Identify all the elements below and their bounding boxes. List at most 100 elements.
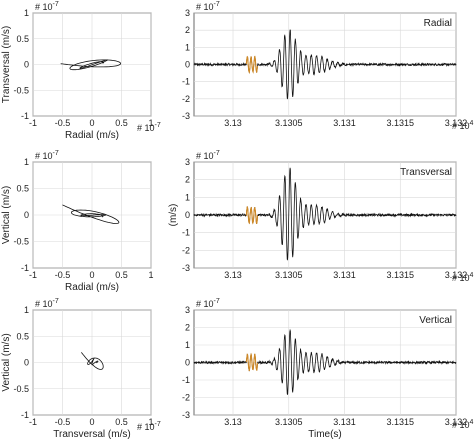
y-tick-label: -1 <box>182 228 190 238</box>
x-tick-label: 3.131 <box>333 417 356 427</box>
y-tick-label: 3 <box>185 157 190 167</box>
y-tick-label: 0 <box>185 210 190 220</box>
x-exponent-label: # 10-7 <box>137 421 161 432</box>
y-tick-label: -2 <box>182 94 190 104</box>
y-tick-label: -3 <box>182 410 190 420</box>
y-tick-label: 2 <box>185 25 190 35</box>
panel-6: 3.13 3.1305 3.131 3.1315 3.132 -3 -2 -1 0 1 2 3 Time… <box>182 305 467 440</box>
y-tick-label: 1 <box>24 305 29 315</box>
x-exponent-label: # 104 <box>452 419 474 430</box>
x-tick-label: 3.1305 <box>275 270 303 280</box>
y-tick-label: 0.5 <box>16 34 29 44</box>
x-tick-label: 3.132 <box>445 270 468 280</box>
y-axis-label: Transversal (m/s) <box>1 26 12 103</box>
x-tick-label: 3.13 <box>224 417 242 427</box>
y-tick-label: 2 <box>185 323 190 333</box>
y-tick-label: -1 <box>21 410 29 420</box>
y-tick-label: -0.5 <box>13 85 29 95</box>
x-tick-label: -1 <box>29 417 37 427</box>
waveform-trace <box>193 29 457 100</box>
particle-motion-trace <box>81 352 104 370</box>
panel-label: Radial <box>424 18 452 29</box>
y-tick-label: 0 <box>24 210 29 220</box>
x-tick-label: 3.131 <box>333 118 356 128</box>
y-tick-label: -2 <box>182 393 190 403</box>
x-axis-label: Radial (m/s) <box>65 130 119 141</box>
x-axis-label: Radial (m/s) <box>65 282 119 293</box>
y-tick-label: 0 <box>24 60 29 70</box>
x-exponent-label: # 104 <box>452 120 474 131</box>
y-tick-label: 1 <box>24 8 29 18</box>
y-tick-label: -3 <box>182 111 190 121</box>
x-axis-label: Time(s) <box>308 429 342 440</box>
y-tick-label: 1 <box>24 157 29 167</box>
x-tick-label: -1 <box>29 270 37 280</box>
y-axis-label: Vertical (m/s) <box>1 333 12 391</box>
x-exponent-label: # 104 <box>452 272 474 283</box>
y-tick-label: -2 <box>182 245 190 255</box>
x-tick-label: 3.131 <box>333 270 356 280</box>
x-tick-label: -0.5 <box>55 270 71 280</box>
x-tick-label: 3.13 <box>224 118 242 128</box>
x-tick-label: 3.1305 <box>275 118 303 128</box>
panel-1: -1 -0.5 0 0.5 1 -1 -0.5 0 0.5 1 Radial (m/s) Transv… <box>1 8 154 141</box>
panel-3: -1 -0.5 0 0.5 1 -1 -0.5 0 0.5 1 Radial (m/s) Vertic… <box>1 157 154 293</box>
x-tick-label: -1 <box>29 118 37 128</box>
y-tick-label: 1 <box>185 42 190 52</box>
y-tick-label: 0.5 <box>16 331 29 341</box>
y-axis-label: Vertical (m/s) <box>1 186 12 244</box>
x-tick-label: 1 <box>148 118 153 128</box>
y-tick-label: 0 <box>185 358 190 368</box>
x-tick-label: 0.5 <box>115 417 128 427</box>
y-exponent-label: # 10-7 <box>196 298 220 309</box>
panel-label: Transversal <box>400 167 452 178</box>
y-tick-label: -0.5 <box>13 384 29 394</box>
y-tick-label: 3 <box>185 305 190 315</box>
x-tick-label: 3.1305 <box>275 417 303 427</box>
y-exponent-label: # 10-7 <box>35 150 59 161</box>
particle-motion-trace <box>60 59 122 71</box>
y-exponent-label: # 10-7 <box>196 1 220 12</box>
x-tick-label: 1 <box>148 417 153 427</box>
y-exponent-label: # 10-7 <box>35 1 59 12</box>
y-tick-label: -0.5 <box>13 237 29 247</box>
x-tick-label: 3.1315 <box>386 270 414 280</box>
x-tick-label: 3.1315 <box>386 118 414 128</box>
y-tick-label: -1 <box>182 77 190 87</box>
particle-motion-trace <box>62 204 120 224</box>
x-tick-label: 0 <box>89 417 94 427</box>
x-tick-label: 3.1315 <box>386 417 414 427</box>
x-tick-label: 0.5 <box>115 270 128 280</box>
y-axis-label: (m/s) <box>168 204 179 227</box>
panel-5: -1 -0.5 0 0.5 1 -1 -0.5 0 0.5 1 Transversal (m/s) V… <box>1 305 154 440</box>
y-tick-label: 0.5 <box>16 184 29 194</box>
waveform-trace <box>193 167 457 261</box>
y-tick-label: -1 <box>21 111 29 121</box>
y-tick-label: -1 <box>21 263 29 273</box>
waveform-trace <box>193 328 457 395</box>
y-tick-label: 0 <box>24 358 29 368</box>
x-tick-label: 3.132 <box>445 118 468 128</box>
x-tick-label: -0.5 <box>55 118 71 128</box>
y-tick-label: -3 <box>182 263 190 273</box>
x-tick-label: 1 <box>148 270 153 280</box>
y-tick-label: -1 <box>182 375 190 385</box>
x-exponent-label: # 10-7 <box>137 122 161 133</box>
x-tick-label: 0 <box>89 118 94 128</box>
y-tick-label: 0 <box>185 60 190 70</box>
x-tick-label: 0.5 <box>115 118 128 128</box>
panel-4: 3.13 3.1305 3.131 3.1315 3.132 -3 -2 -1 0 1 2 3 (m/s… <box>168 157 467 280</box>
highlight-window-trace <box>245 352 259 372</box>
x-tick-label: 3.132 <box>445 417 468 427</box>
y-tick-label: 2 <box>185 175 190 185</box>
x-axis-label: Transversal (m/s) <box>53 429 130 440</box>
y-tick-label: 1 <box>185 340 190 350</box>
x-tick-label: -0.5 <box>55 417 71 427</box>
y-tick-label: 3 <box>185 8 190 18</box>
x-tick-label: 3.13 <box>224 270 242 280</box>
panel-label: Vertical <box>419 315 452 326</box>
y-tick-label: 1 <box>185 192 190 202</box>
highlight-window-trace <box>245 206 259 225</box>
highlight-window-trace <box>245 55 259 75</box>
